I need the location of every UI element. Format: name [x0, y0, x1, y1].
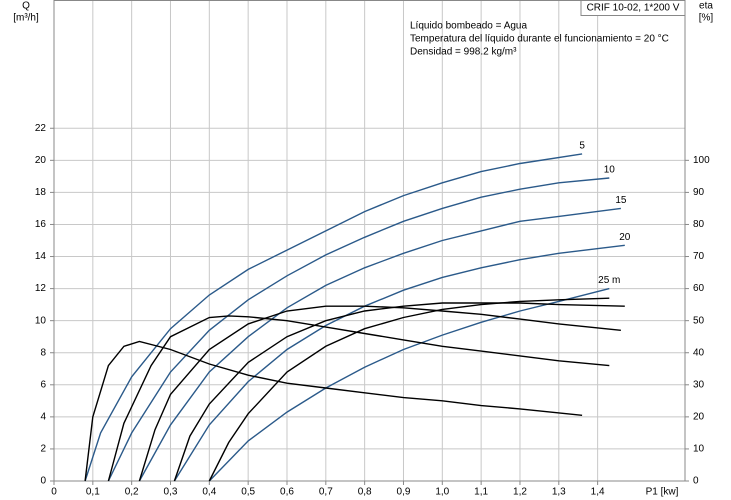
- x-tick-label: 1,0: [435, 487, 449, 498]
- x-tick-label: 1,4: [591, 487, 605, 498]
- curve: [107, 177, 610, 482]
- curve-label: 20: [619, 232, 631, 243]
- y-tick-label: 16: [35, 219, 47, 230]
- y-axis-label: Q: [22, 1, 30, 12]
- y2-tick-label: 50: [693, 315, 705, 326]
- y2-tick-label: 30: [693, 379, 705, 390]
- x-tick-label: 0,4: [202, 487, 216, 498]
- y-tick-label: 4: [40, 412, 46, 423]
- curve: [84, 340, 583, 482]
- y-tick-label: 22: [35, 123, 47, 134]
- x-tick-label: 0,8: [358, 487, 372, 498]
- y2-axis-label: eta: [699, 1, 713, 12]
- y-tick-label: 8: [40, 347, 46, 358]
- curve: [208, 297, 610, 482]
- curve: [138, 207, 621, 482]
- title-box: [580, 0, 686, 16]
- y-tick-label: 12: [35, 283, 47, 294]
- x-tick-label: 1,1: [474, 487, 488, 498]
- y2-tick-label: 90: [693, 187, 705, 198]
- curve: [107, 315, 610, 482]
- annotation: Líquido bombeado = Agua: [410, 21, 527, 32]
- curve-label: 15: [615, 195, 627, 206]
- y2-tick-label: 20: [693, 412, 705, 423]
- curve-label: 10: [604, 165, 616, 176]
- y-tick-label: 20: [35, 155, 47, 166]
- x-tick-label: 0,2: [125, 487, 139, 498]
- chart-title: CRIF 10-02, 1*200 V: [587, 3, 680, 14]
- curve: [138, 305, 621, 482]
- curve: [173, 302, 625, 482]
- curve: [173, 244, 625, 482]
- curve: [208, 287, 610, 482]
- plot-frame: [53, 0, 686, 482]
- curve: [84, 153, 583, 482]
- y2-tick-label: 10: [693, 444, 705, 455]
- x-tick-label: 0,3: [164, 487, 178, 498]
- y2-tick-label: 40: [693, 347, 705, 358]
- y2-tick-label: 60: [693, 283, 705, 294]
- y2-tick-label: 80: [693, 219, 705, 230]
- y2-axis-label: [%]: [699, 13, 714, 24]
- y2-tick-label: 100: [693, 155, 710, 166]
- x-tick-label: 0,1: [86, 487, 100, 498]
- x-tick-label: 1,3: [552, 487, 566, 498]
- x-tick-label: 0: [51, 487, 57, 498]
- annotation: Densidad = 998.2 kg/m³: [410, 47, 517, 58]
- y-tick-label: 14: [35, 251, 47, 262]
- x-tick-label: 1,2: [513, 487, 527, 498]
- y2-tick-label: 0: [693, 476, 699, 487]
- x-tick-label: 0,7: [319, 487, 333, 498]
- x-tick-label: 0,5: [241, 487, 255, 498]
- curve-label: 5: [579, 141, 585, 152]
- y-axis-label: [m³/h]: [13, 13, 39, 24]
- y-tick-label: 10: [35, 315, 47, 326]
- x-tick-label: 0,6: [280, 487, 294, 498]
- y-tick-label: 0: [40, 476, 46, 487]
- x-tick-label: 0,9: [397, 487, 411, 498]
- curve-label: 25 m: [598, 275, 620, 286]
- y-tick-label: 2: [40, 444, 46, 455]
- y-tick-label: 18: [35, 187, 47, 198]
- x-axis-label: P1 [kw]: [646, 487, 679, 498]
- y-tick-label: 6: [40, 379, 46, 390]
- annotation: Temperatura del líquido durante el funci…: [410, 34, 669, 45]
- y2-tick-label: 70: [693, 251, 705, 262]
